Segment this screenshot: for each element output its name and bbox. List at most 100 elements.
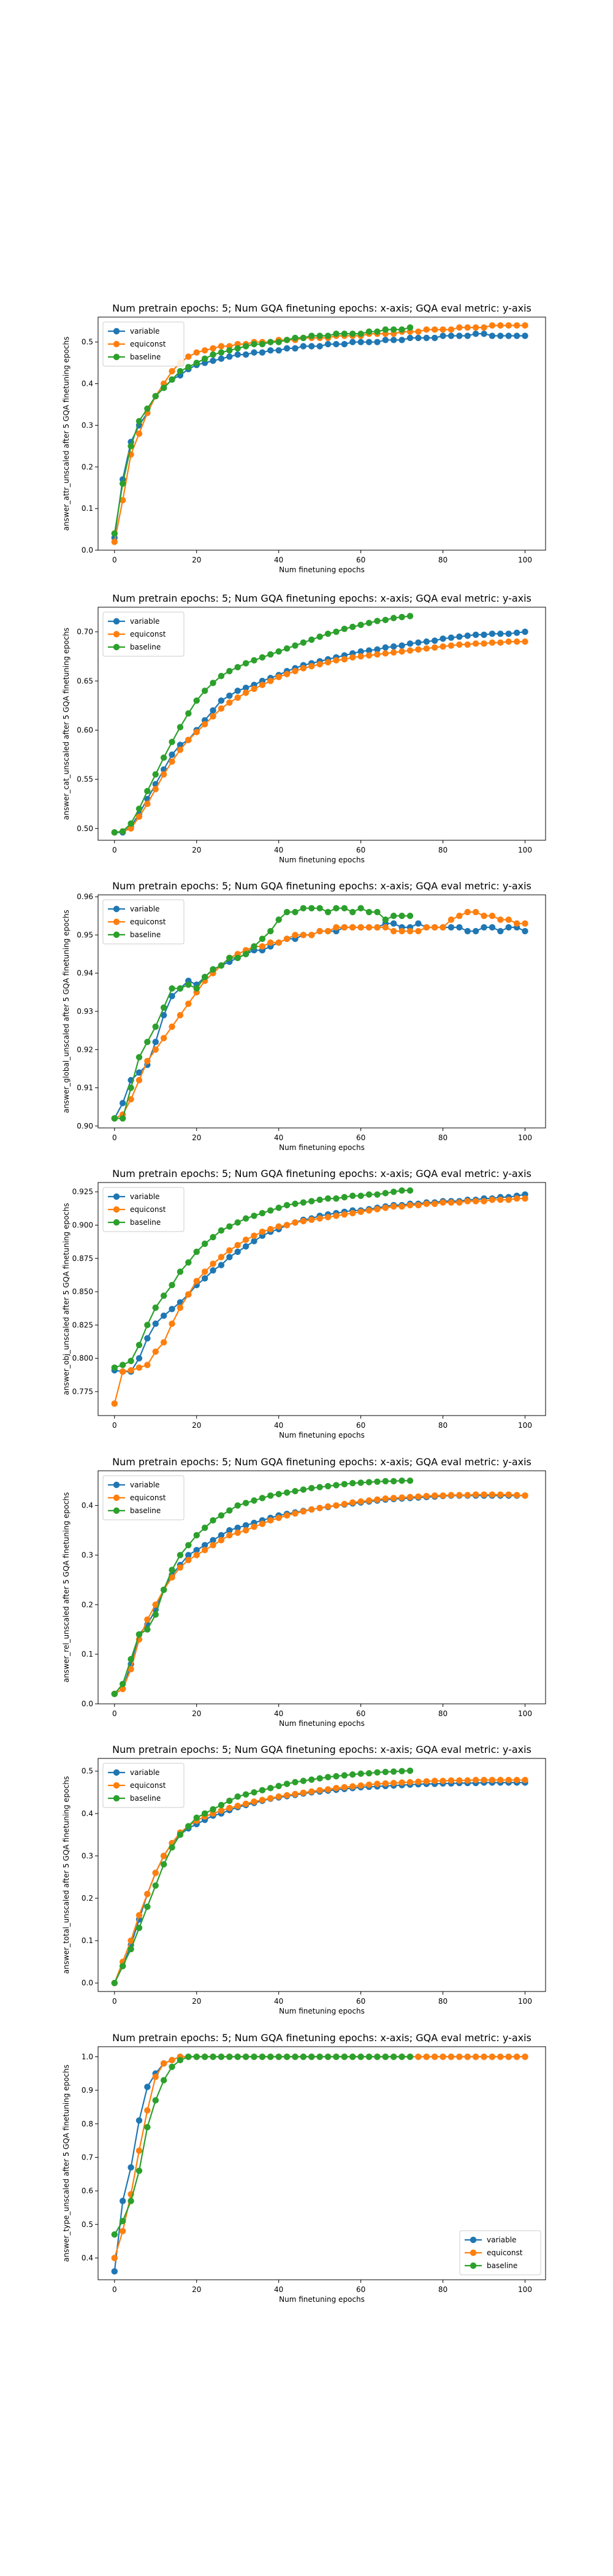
data-point-equiconst <box>333 1213 340 1219</box>
x-tick-label: 0 <box>112 1133 117 1142</box>
series-baseline <box>111 324 414 537</box>
data-point-baseline <box>193 985 200 992</box>
data-point-baseline <box>390 1189 397 1195</box>
chart-title: Num pretrain epochs: 5; Num GQA finetuni… <box>112 880 531 892</box>
data-point-baseline <box>152 1023 159 1030</box>
data-point-equiconst <box>341 1500 348 1508</box>
data-point-equiconst <box>308 663 315 670</box>
data-point-variable <box>440 635 446 642</box>
data-point-equiconst <box>267 1795 274 1802</box>
data-point-variable <box>135 2117 143 2124</box>
data-point-equiconst <box>251 1798 257 1805</box>
data-point-equiconst <box>283 670 291 678</box>
data-point-baseline <box>251 1213 257 1219</box>
data-point-variable <box>406 640 414 647</box>
data-point-equiconst <box>300 1508 307 1515</box>
data-point-variable <box>234 688 241 694</box>
data-point-baseline <box>201 2053 208 2060</box>
data-point-equiconst <box>390 1495 397 1501</box>
data-point-baseline <box>185 2053 192 2060</box>
data-point-baseline <box>275 1490 282 1498</box>
data-point-baseline <box>292 1487 299 1495</box>
data-point-equiconst <box>472 324 479 331</box>
data-point-baseline <box>218 1512 225 1519</box>
data-point-equiconst <box>152 1348 159 1355</box>
data-point-baseline <box>201 688 208 694</box>
plot-frame <box>97 1758 546 1992</box>
data-point-equiconst <box>144 800 151 807</box>
x-tick-label: 40 <box>274 1421 283 1430</box>
data-point-variable <box>382 644 389 651</box>
data-point-equiconst <box>513 322 520 329</box>
x-tick-label: 0 <box>112 1997 117 2006</box>
legend-label-baseline: baseline <box>130 353 161 361</box>
legend-label-baseline: baseline <box>130 930 161 939</box>
data-point-variable <box>144 1335 151 1342</box>
data-point-equiconst <box>472 1198 479 1205</box>
data-point-baseline <box>390 615 397 621</box>
data-point-equiconst <box>152 1869 159 1876</box>
data-point-baseline <box>333 1773 340 1780</box>
data-point-baseline <box>242 2053 249 2060</box>
data-point-variable <box>431 334 438 342</box>
data-point-equiconst <box>447 326 455 333</box>
data-point-equiconst <box>160 1339 167 1346</box>
data-point-baseline <box>251 2053 257 2060</box>
data-point-equiconst <box>431 924 438 931</box>
data-point-baseline <box>267 1492 274 1499</box>
data-point-equiconst <box>374 1781 381 1787</box>
data-point-equiconst <box>464 641 471 648</box>
data-point-baseline <box>177 2057 184 2064</box>
data-point-baseline <box>210 1517 216 1524</box>
data-point-variable <box>398 642 405 649</box>
data-point-baseline <box>119 2218 126 2225</box>
data-point-baseline <box>357 1770 364 1777</box>
data-point-equiconst <box>489 639 496 646</box>
chart-panel-7: Num pretrain epochs: 5; Num GQA finetuni… <box>62 2032 546 2304</box>
chart-panel-1: Num pretrain epochs: 5; Num GQA finetuni… <box>62 302 546 574</box>
data-point-equiconst <box>308 1506 315 1513</box>
data-point-baseline <box>193 1248 200 1255</box>
data-point-equiconst <box>144 1890 151 1898</box>
legend-label-equiconst: equiconst <box>487 2248 523 2257</box>
data-point-baseline <box>341 905 348 912</box>
x-tick-label: 60 <box>356 846 365 854</box>
data-point-equiconst <box>456 641 463 648</box>
data-point-equiconst <box>144 1057 151 1065</box>
y-tick-label: 0.850 <box>72 1287 93 1296</box>
data-point-equiconst <box>431 644 438 651</box>
y-tick-label: 1.0 <box>82 2052 93 2061</box>
data-point-variable <box>218 697 225 704</box>
data-point-baseline <box>390 913 397 919</box>
legend-marker-variable <box>113 1769 120 1776</box>
x-tick-label: 100 <box>518 2285 532 2294</box>
data-point-baseline <box>251 657 257 664</box>
data-point-variable <box>522 332 528 339</box>
data-point-baseline <box>390 326 397 333</box>
data-point-equiconst <box>415 1778 422 1785</box>
data-point-equiconst <box>226 1804 233 1812</box>
data-point-baseline <box>242 1791 249 1798</box>
data-point-variable <box>398 337 405 343</box>
data-point-equiconst <box>275 673 282 681</box>
data-point-baseline <box>259 2053 266 2060</box>
data-point-equiconst <box>160 771 167 778</box>
data-point-variable <box>160 1312 167 1319</box>
data-point-baseline <box>308 1198 315 1205</box>
data-point-equiconst <box>464 1198 471 1205</box>
data-point-baseline <box>226 2053 233 2060</box>
data-point-baseline <box>349 623 356 631</box>
y-tick-label: 0.0 <box>82 546 93 554</box>
data-point-baseline <box>341 1194 348 1201</box>
data-point-baseline <box>349 330 356 337</box>
y-tick-label: 0.1 <box>82 1650 93 1658</box>
data-point-baseline <box>382 916 389 923</box>
data-point-baseline <box>185 981 192 988</box>
data-point-variable <box>111 2268 118 2275</box>
chart-title: Num pretrain epochs: 5; Num GQA finetuni… <box>112 302 531 314</box>
data-point-variable <box>242 684 249 691</box>
data-point-equiconst <box>513 2053 520 2060</box>
data-point-variable <box>267 347 274 354</box>
legend-marker-baseline <box>113 931 120 938</box>
data-point-baseline <box>275 339 282 345</box>
